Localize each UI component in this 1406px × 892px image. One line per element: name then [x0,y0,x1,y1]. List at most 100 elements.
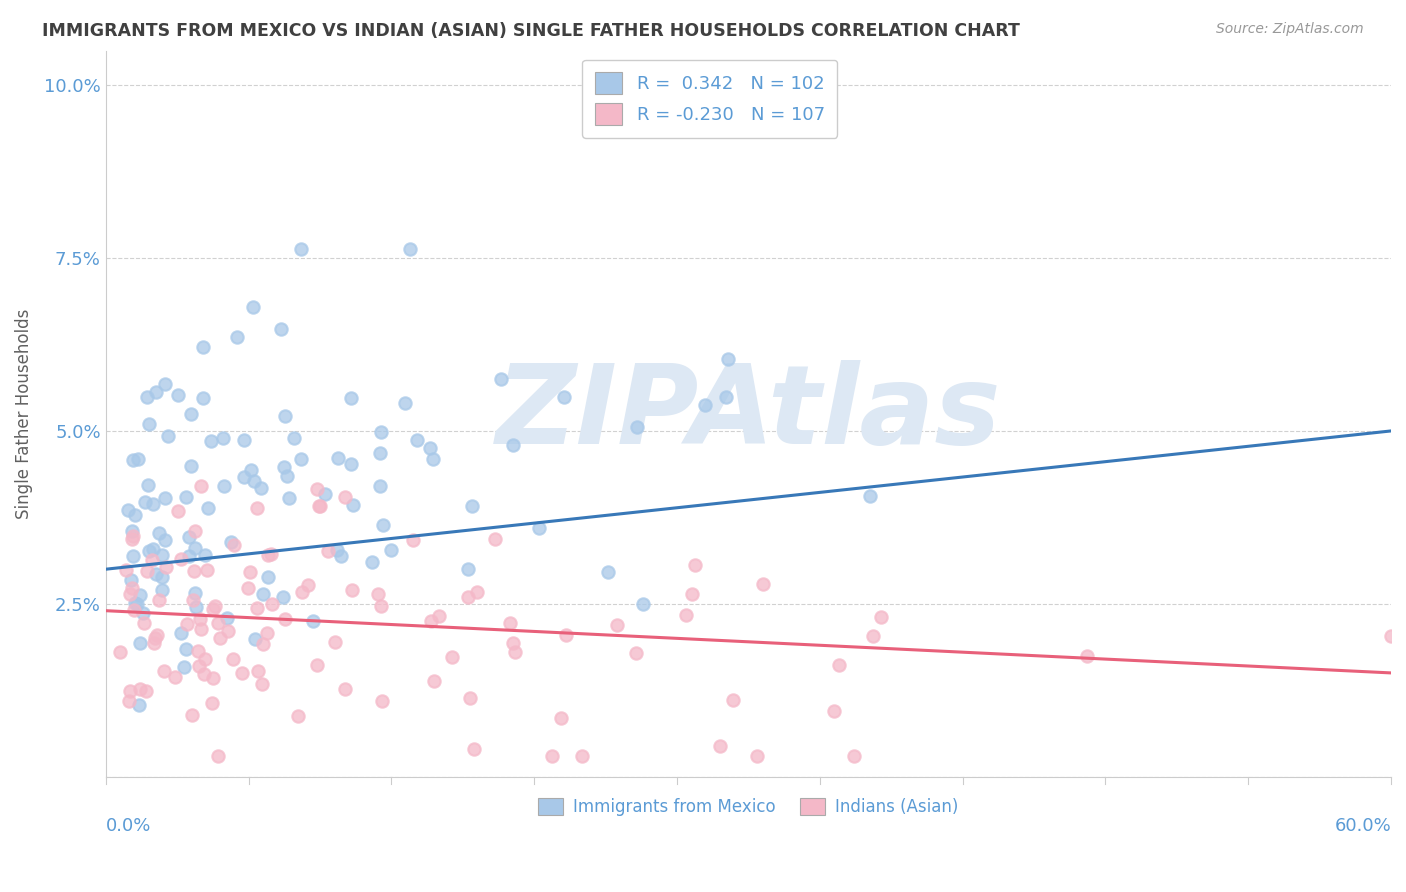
Point [859,489,882,503]
Point [502,438,524,452]
Point [121,533,143,547]
Point [302,614,325,628]
Point [423,673,446,688]
Point [183,564,205,578]
Point [239,565,262,579]
Point [260,547,283,561]
Point [571,748,593,763]
Point [211,431,233,445]
Point [201,671,224,685]
Text: ZIPAtlas: ZIPAtlas [495,360,1001,467]
Point [340,458,363,472]
Point [371,517,394,532]
Point [827,657,849,672]
Point [290,242,312,256]
Point [626,646,648,660]
Point [419,614,441,628]
Point [394,396,416,410]
Point [457,591,479,605]
Point [132,615,155,630]
Point [367,587,389,601]
Point [236,581,259,595]
Point [221,535,243,549]
Point [278,491,301,505]
Point [181,707,204,722]
Point [155,559,177,574]
Point [145,628,167,642]
Point [256,625,278,640]
Point [150,570,173,584]
Point [709,739,731,754]
Point [142,541,165,556]
Point [328,451,350,466]
Point [121,549,143,563]
Point [305,657,328,672]
Point [129,682,152,697]
Point [225,330,247,344]
Point [371,694,394,708]
Point [252,637,274,651]
Point [187,644,209,658]
Point [124,508,146,523]
Point [207,748,229,763]
Point [246,601,269,615]
Point [118,694,141,708]
Point [138,417,160,432]
Point [233,433,256,447]
Point [273,460,295,475]
Point [257,570,280,584]
Text: 60.0%: 60.0% [1334,816,1391,835]
Point [191,391,214,405]
Point [167,387,190,401]
Point [260,598,283,612]
Point [222,652,245,666]
Point [148,526,170,541]
Point [157,429,180,443]
Point [176,642,198,657]
Point [135,390,157,404]
Point [155,533,177,547]
Point [422,452,444,467]
Point [129,588,152,602]
Point [176,617,198,632]
Point [174,490,197,504]
Point [183,541,205,555]
Point [631,598,654,612]
Point [122,453,145,467]
Point [201,601,224,615]
Point [143,631,166,645]
Point [193,667,215,681]
Point [215,611,238,625]
Point [207,615,229,630]
Point [463,741,485,756]
Point [330,549,353,564]
Y-axis label: Single Father Households: Single Father Households [15,309,32,519]
Point [180,459,202,474]
Point [187,659,209,673]
Point [243,632,266,647]
Point [243,474,266,488]
Point [427,609,450,624]
Point [862,629,884,643]
Point [714,390,737,404]
Point [318,543,340,558]
Point [307,482,329,496]
Point [200,434,222,449]
Point [541,748,564,763]
Point [142,497,165,511]
Point [681,587,703,601]
Point [115,563,138,577]
Point [188,612,211,626]
Point [683,558,706,573]
Point [246,500,269,515]
Point [150,549,173,563]
Point [693,398,716,412]
Point [179,549,201,563]
Point [153,491,176,505]
Point [209,631,232,645]
Text: Source: ZipAtlas.com: Source: ZipAtlas.com [1216,22,1364,37]
Point [257,548,280,562]
Point [167,504,190,518]
Point [716,351,738,366]
Point [498,615,520,630]
